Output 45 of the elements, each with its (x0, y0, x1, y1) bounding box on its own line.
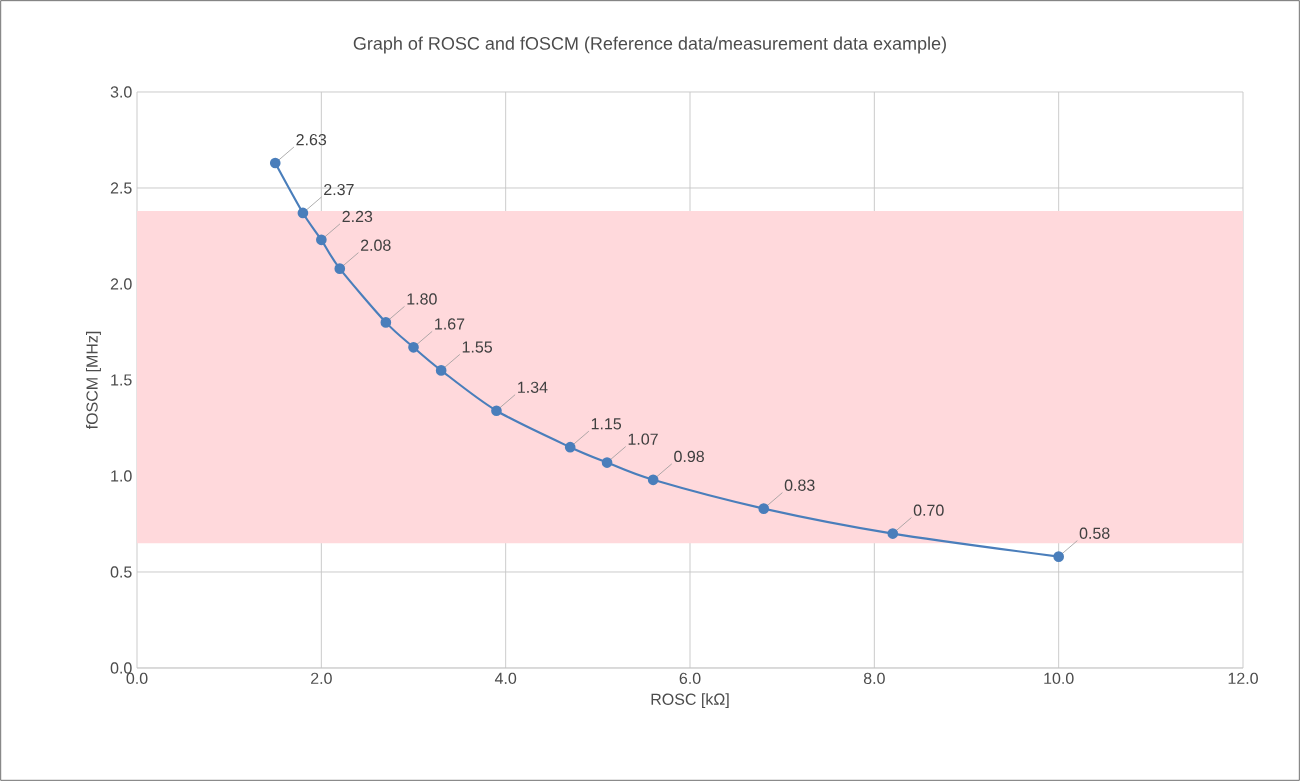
x-tick-label: 0.0 (126, 672, 148, 685)
x-axis-title: ROSC [kΩ] (651, 693, 729, 709)
y-tick-label: 0.5 (110, 566, 132, 578)
x-tick-label: 12.0 (1228, 672, 1258, 685)
data-label: 2.23 (342, 210, 373, 223)
point (1053, 551, 1065, 562)
y-tick-label: 2.5 (110, 182, 132, 194)
point (334, 263, 346, 274)
point (435, 365, 447, 376)
point (887, 528, 899, 539)
point (380, 317, 392, 328)
data-label: 0.58 (1079, 527, 1110, 539)
point (269, 157, 281, 169)
y-tick-label: 1.0 (111, 470, 132, 482)
point (408, 342, 419, 353)
point (297, 207, 309, 219)
y-axis-title: fOSCM [MHz] (86, 331, 101, 430)
point (647, 474, 659, 486)
x-tick-label: 6.0 (679, 672, 701, 685)
x-tick-label: 4.0 (494, 672, 517, 685)
x-tick-label: 10.0 (1044, 672, 1074, 685)
data-label: 1.07 (628, 433, 658, 445)
point (601, 457, 613, 468)
data-label: 1.80 (407, 293, 437, 305)
chart-title: Graph of ROSC and fOSCM (Reference data/measurement data example) (353, 36, 946, 54)
data-label: 1.15 (591, 418, 622, 430)
data-label: 2.08 (360, 239, 391, 251)
point (491, 405, 502, 417)
x-tick-label: 2.0 (311, 672, 332, 685)
point (316, 234, 327, 246)
y-tick-label: 2.0 (110, 278, 132, 290)
x-tick-label: 8.0 (863, 672, 885, 685)
data-label: 1.55 (462, 341, 493, 353)
data-label: 1.34 (518, 381, 548, 393)
point (564, 441, 576, 453)
data-label: 1.67 (435, 318, 465, 330)
data-label: 2.63 (296, 133, 327, 146)
data-label: 0.83 (784, 479, 815, 491)
y-tick-label: 0.0 (110, 662, 132, 674)
point (758, 503, 770, 514)
y-tick-label: 1.5 (111, 374, 132, 386)
y-tick-label: 3.0 (110, 86, 132, 98)
data-label: 0.70 (913, 504, 944, 516)
data-label: 2.37 (324, 183, 354, 196)
data-label: 0.98 (674, 450, 704, 463)
